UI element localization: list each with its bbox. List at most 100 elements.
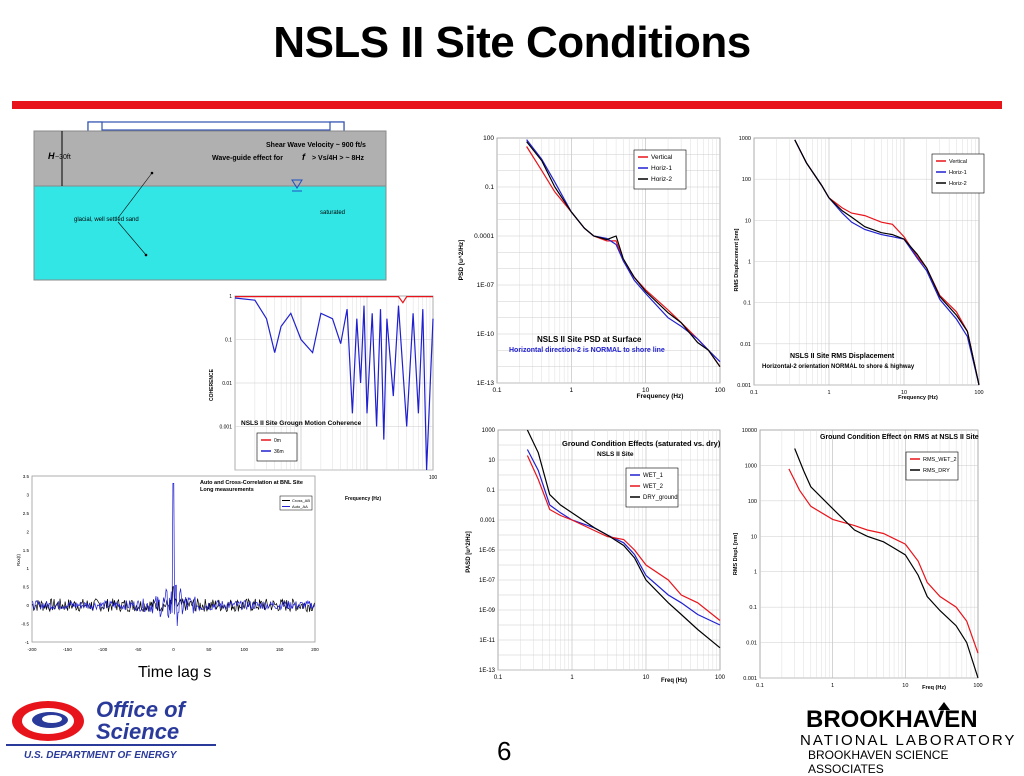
brookhaven-associates: BROOKHAVEN SCIENCE ASSOCIATES [808,748,949,776]
y-tick-label: 0.5 [23,585,30,590]
y-tick-label: 10 [751,534,757,540]
y-tick-label: 0.01 [746,641,757,647]
y-tick-label: 1E-13 [479,668,496,674]
series-line-0m [235,296,433,304]
x-axis-label: Frequency (Hz) [898,395,938,401]
psd-chart: 0.1 1 10 100 1E-13 1E-10 1E-07 0.0001 0.1 100 Freq… [457,135,726,400]
y-axis-label: Rxx(t) [16,554,21,566]
legend-label: 36m [274,449,284,455]
ground-condition-rms-chart: 0.1 1 10 100 0.001 0.01 0.1 1 10 100 1000 10000 Freq… [733,428,983,691]
x-tick-label: 1 [831,683,834,689]
legend-label: Horiz-2 [651,176,672,183]
y-tick-label: 0.01 [222,381,232,387]
legend-box [256,432,298,462]
waveguide-label-b: > Vs/4H > ~ 8Hz [312,155,364,162]
series-line-rms_wet_2 [788,468,979,654]
y-tick-label: -0.5 [21,622,29,627]
x-tick-label: 10 [902,683,908,689]
y-tick-label: 0.001 [480,518,496,524]
slide-title: NSLS II Site Conditions [273,18,751,67]
y-tick-label: 1E-13 [477,380,495,387]
legend-label: Vertical [651,154,673,161]
y-tick-label: 0.1 [487,488,496,494]
logo-rule [6,744,216,746]
series-line-auto_aa [31,483,316,627]
x-tick-label: 150 [276,647,284,652]
depth-value-label: ~30ft [55,154,71,161]
series-line-rms_dry [794,448,979,679]
science-line: Science [96,719,179,744]
y-tick-label: 100 [742,177,751,183]
y-tick-label: 10000 [742,428,757,434]
y-axis-label: PSD [u^2/Hz] [457,240,465,281]
y-tick-label: 10 [488,458,495,464]
y-axis-label: COHERENCE [209,368,215,401]
x-axis-label: Freq (Hz) [922,685,946,691]
bnl-mark-icon [938,702,950,710]
office-of-line: Office of [96,697,188,722]
office-of-science-logo: Office of Science U.S. DEPARTMENT OF ENE… [6,697,216,761]
depth-h-label: H [48,151,55,161]
y-tick-label: 0.0001 [474,233,494,240]
series-line-36m [234,297,434,471]
legend-label: Vertical [949,159,967,165]
legend-label: RMS_WET_2 [923,457,957,463]
legend-label: Horiz-2 [949,181,967,187]
x-tick-label: 100 [715,387,726,394]
y-tick-label: 0.001 [219,425,232,431]
legend-label: WET_1 [643,473,664,479]
y-tick-label: 2 [26,529,29,534]
x-tick-label: 100 [973,683,982,689]
waveguide-label-f: f [302,152,306,162]
sample-point-1 [150,171,154,175]
x-tick-label: 10 [643,675,650,681]
y-tick-label: 10 [745,218,751,224]
y-tick-label: 3 [26,492,29,497]
series-line-dry_ground [526,429,721,649]
doe-line: U.S. DEPARTMENT OF ENERGY [24,750,178,761]
shear-wave-label: Shear Wave Velocity ~ 900 ft/s [266,142,366,149]
title-separator [12,101,1002,109]
saturated-layer [33,185,387,281]
x-tick-label: -50 [135,647,142,652]
y-tick-label: 1E-09 [479,608,496,614]
y-tick-label: 1 [748,260,751,266]
x-tick-label: 0.1 [750,390,758,396]
y-tick-label: 1E-05 [479,548,496,554]
y-tick-label: 0 [26,603,29,608]
y-tick-label: 1 [754,570,757,576]
soil-diagram: H ~30ft Shear Wave Velocity ~ 900 ft/s W… [33,121,387,281]
legend-label: DRY_ground [643,495,678,501]
saturated-label: saturated [320,210,345,216]
y-tick-label: 1000 [482,428,496,434]
brookhaven-logo: BROOKHAVEN NATIONAL LABORATORY [800,702,1014,748]
x-tick-label: 100 [240,647,248,652]
y-tick-label: 0.001 [737,383,751,389]
series-line-horiz-2 [794,139,980,386]
x-tick-label: -150 [63,647,73,652]
y-tick-label: 0.1 [743,301,751,307]
legend-label: RMS_DRY [923,468,950,474]
x-tick-label: 0.1 [756,683,764,689]
rms-displacement-chart: 0.1 1 10 100 0.001 0.01 0.1 1 10 100 1000 Frequency… [734,136,985,401]
x-tick-label: -100 [98,647,108,652]
x-tick-label: 100 [429,475,438,481]
y-tick-label: 2.5 [23,511,30,516]
chart-annotation-title: Auto and Cross-Correlation at BNL Site [200,480,303,486]
series-line-wet_1 [526,449,721,626]
plot-area [31,475,316,643]
coherence-chart: 100 1 0.1 0.01 0.001 Frequency (Hz) COHERENCE 0… [209,294,438,502]
y-tick-label: 0.1 [749,605,757,611]
x-axis-label: Frequency (Hz) [345,496,381,502]
ground-condition-psd-chart: 0.1 1 10 100 1E-13 1E-11 1E-09 1E-07 1E-05 0.001 0… [466,428,726,684]
legend-box [905,451,959,481]
x-tick-label: 10 [901,390,907,396]
chart-annotation-subtitle: Long measurements [200,487,254,493]
y-tick-label: 0.1 [485,184,494,191]
waveguide-label-a: Wave-guide effect for [212,155,283,162]
pointer-line-2 [117,221,147,256]
x-tick-label: 0.1 [492,387,501,394]
chart-annotation-title: NSLS II Site Grougn Motion Coherence [241,420,362,427]
y-tick-label: 1E-07 [479,578,496,584]
legend-label: Auto_AA [292,504,308,509]
